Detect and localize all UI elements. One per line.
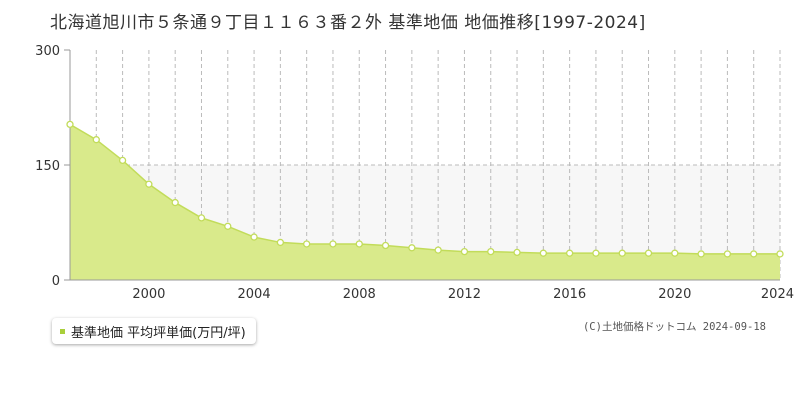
data-point (750, 250, 758, 258)
y-tick-labels: 0 150 300 (35, 44, 60, 289)
data-point (644, 249, 653, 257)
y-tick-label: 150 (35, 159, 60, 174)
data-point (118, 156, 127, 165)
data-point (776, 250, 784, 258)
series-area-fill (70, 124, 780, 281)
data-point (723, 250, 732, 258)
data-point (592, 249, 600, 257)
y-tick-label: 0 (52, 274, 60, 289)
legend: 基準地価 平均坪単価(万円/坪) (52, 318, 256, 344)
x-tick-labels: 2000 2004 2008 2012 2016 2020 2024 (132, 287, 794, 302)
data-point (565, 249, 574, 257)
data-point (434, 246, 442, 254)
data-point (276, 238, 285, 247)
axes (64, 49, 780, 281)
data-point (408, 244, 416, 252)
x-tick-label: 2004 (238, 287, 271, 302)
y-tick-label: 300 (35, 44, 60, 59)
data-point (197, 214, 206, 222)
x-tick-label: 2024 (761, 287, 794, 302)
data-point (329, 240, 337, 248)
data-point (145, 180, 153, 188)
copyright-credit: (C)土地価格ドットコム 2024-09-18 (582, 321, 766, 333)
data-point (460, 247, 469, 256)
data-point (92, 136, 100, 144)
x-tick-label: 2012 (448, 287, 481, 302)
legend-label: 基準地価 平均坪単価(万円/坪) (71, 325, 246, 341)
data-point (171, 198, 179, 207)
data-point (303, 240, 311, 248)
data-point (66, 120, 74, 129)
data-point (618, 249, 626, 257)
x-tick-label: 2008 (343, 287, 376, 302)
data-point (224, 222, 232, 230)
data-point (513, 248, 521, 257)
data-point (487, 247, 495, 256)
data-point (671, 249, 679, 257)
x-tick-label: 2000 (132, 287, 165, 302)
x-tick-label: 2020 (658, 287, 691, 302)
data-point (355, 240, 363, 248)
data-point (697, 250, 705, 258)
series-line (69, 123, 780, 255)
data-point (250, 233, 258, 241)
legend-swatch (60, 328, 65, 334)
data-point (539, 249, 547, 257)
chart-title: 北海道旭川市５条通９丁目１１６３番２外 基準地価 地価推移[1997-2024] (50, 13, 646, 33)
data-point (381, 241, 390, 250)
data-points (66, 120, 784, 258)
x-tick-label: 2016 (553, 287, 586, 302)
